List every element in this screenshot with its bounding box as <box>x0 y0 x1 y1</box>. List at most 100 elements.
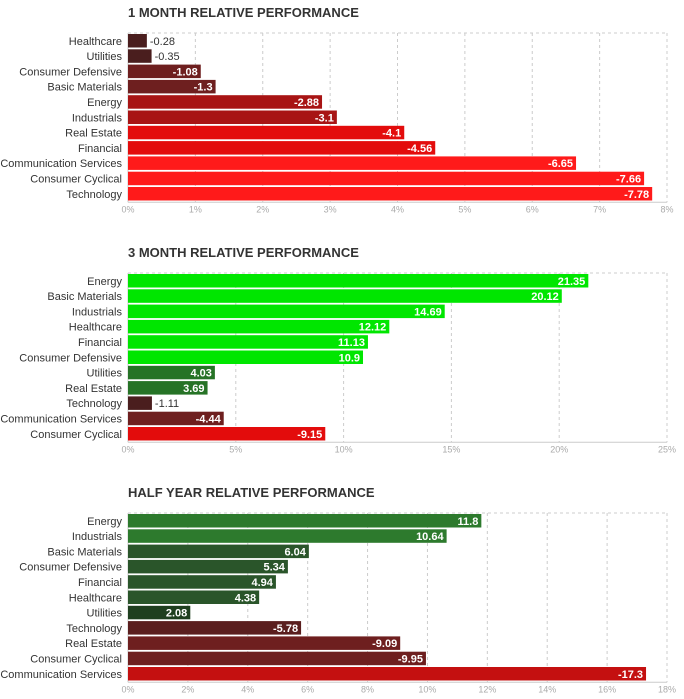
x-tick-label: 8% <box>660 204 673 214</box>
bar-value-label: 12.12 <box>359 322 387 334</box>
chart-3-month-panel: 3 MONTH RELATIVE PERFORMANCE 0% 5% 10% 15% 2… <box>0 245 684 465</box>
bar <box>128 590 260 604</box>
bar-value-label: -1.3 <box>194 82 213 94</box>
bar <box>128 381 208 395</box>
bar-value-label: 5.34 <box>263 562 285 574</box>
bar <box>128 350 364 364</box>
bar-value-label: 4.38 <box>235 592 256 604</box>
category-label: Technology <box>66 189 122 201</box>
bar-value-label: -7.78 <box>624 189 649 201</box>
bar-value-label: 11.13 <box>338 337 365 349</box>
bar <box>128 575 276 589</box>
bar <box>128 304 445 319</box>
x-tick-label: 12% <box>478 684 496 694</box>
bar-value-label: -1.08 <box>173 66 198 78</box>
bar <box>128 49 152 63</box>
bar-value-label: -9.95 <box>398 653 423 665</box>
bar <box>128 636 401 650</box>
bar-value-label: 4.03 <box>190 368 211 380</box>
bar-value-label: 10.9 <box>339 352 360 364</box>
category-label: Financial <box>78 577 122 589</box>
category-label: Technology <box>66 623 122 635</box>
bar <box>128 529 447 543</box>
bar-value-label: 3.69 <box>183 383 204 395</box>
bar <box>128 621 302 635</box>
bar <box>128 396 152 410</box>
x-tick-label: 2% <box>181 684 194 694</box>
bar-value-label: -0.35 <box>155 51 180 63</box>
category-label: Utilities <box>87 51 123 63</box>
bar-value-label: 2.08 <box>166 608 187 620</box>
bar-value-label: 11.8 <box>458 516 479 528</box>
x-tick-label: 1% <box>189 204 202 214</box>
x-tick-label: 25% <box>658 444 676 454</box>
bar <box>128 34 147 48</box>
x-tick-label: 10% <box>335 444 353 454</box>
bar <box>128 514 482 528</box>
bar-value-label: -9.15 <box>297 429 322 441</box>
bar <box>128 156 577 170</box>
category-label: Consumer Defensive <box>19 562 122 574</box>
chart-title: 1 MONTH RELATIVE PERFORMANCE <box>128 5 359 20</box>
category-label: Healthcare <box>69 592 122 604</box>
bar-value-label: -2.88 <box>294 97 319 109</box>
x-tick-label: 20% <box>550 444 568 454</box>
bar-value-label: -3.1 <box>315 112 334 124</box>
category-label: Consumer Cyclical <box>30 173 122 185</box>
x-tick-label: 5% <box>458 204 471 214</box>
bar <box>128 559 288 574</box>
bar <box>128 274 589 288</box>
bar-value-label: -5.78 <box>273 623 298 635</box>
x-tick-label: 0% <box>121 444 134 454</box>
bar <box>128 64 201 79</box>
category-label: Consumer Cyclical <box>30 653 122 665</box>
bar <box>128 79 216 94</box>
category-label: Industrials <box>72 306 123 318</box>
chart-title: HALF YEAR RELATIVE PERFORMANCE <box>128 485 375 500</box>
bar <box>128 365 215 380</box>
bar-value-label: -1.11 <box>155 398 179 410</box>
x-tick-label: 6% <box>526 204 539 214</box>
category-label: Basic Materials <box>47 82 122 94</box>
x-tick-label: 4% <box>241 684 254 694</box>
x-tick-label: 5% <box>229 444 242 454</box>
bar <box>128 187 653 201</box>
category-label: Energy <box>87 97 122 109</box>
bar <box>128 125 405 140</box>
x-tick-label: 0% <box>121 684 134 694</box>
x-tick-label: 18% <box>658 684 676 694</box>
category-label: Basic Materials <box>47 291 122 303</box>
bar <box>128 110 337 124</box>
bar <box>128 171 645 186</box>
category-label: Utilities <box>87 368 123 380</box>
category-label: Real Estate <box>65 638 122 650</box>
x-tick-label: 16% <box>598 684 616 694</box>
bar-value-label: 14.69 <box>414 306 442 318</box>
bar <box>128 544 309 559</box>
bar <box>128 411 224 426</box>
category-label: Financial <box>78 337 122 349</box>
chart-1-month: 0% 1% 2% 3% 4% 5% 6% 7% 8% Healthcare -0.28 Utiliti… <box>0 32 674 214</box>
chart-3-month: 0% 5% 10% 15% 20% 25% Energy 21.35 Basic Materia… <box>0 272 676 454</box>
x-tick-label: 8% <box>361 684 374 694</box>
category-label: Communication Services <box>0 158 122 170</box>
chart-title: 3 MONTH RELATIVE PERFORMANCE <box>128 245 359 260</box>
bar-value-label: -4.1 <box>382 128 401 140</box>
bar-value-label: -4.44 <box>196 413 222 425</box>
category-label: Consumer Defensive <box>19 66 122 78</box>
category-label: Healthcare <box>69 36 122 48</box>
category-label: Consumer Cyclical <box>30 429 122 441</box>
bar <box>128 335 368 349</box>
chart-1-month-panel: 1 MONTH RELATIVE PERFORMANCE 0% 1% 2% 3% 4% 5… <box>0 5 684 225</box>
bar-value-label: -6.65 <box>548 158 573 170</box>
category-label: Technology <box>66 398 122 410</box>
bar <box>128 667 647 681</box>
bar-value-label: -17.3 <box>618 669 643 681</box>
category-label: Healthcare <box>69 322 122 334</box>
bar <box>128 651 426 666</box>
x-tick-label: 15% <box>442 444 460 454</box>
bar <box>128 289 562 303</box>
bar-value-label: 10.64 <box>416 531 444 543</box>
x-tick-label: 3% <box>324 204 337 214</box>
category-label: Consumer Defensive <box>19 352 122 364</box>
